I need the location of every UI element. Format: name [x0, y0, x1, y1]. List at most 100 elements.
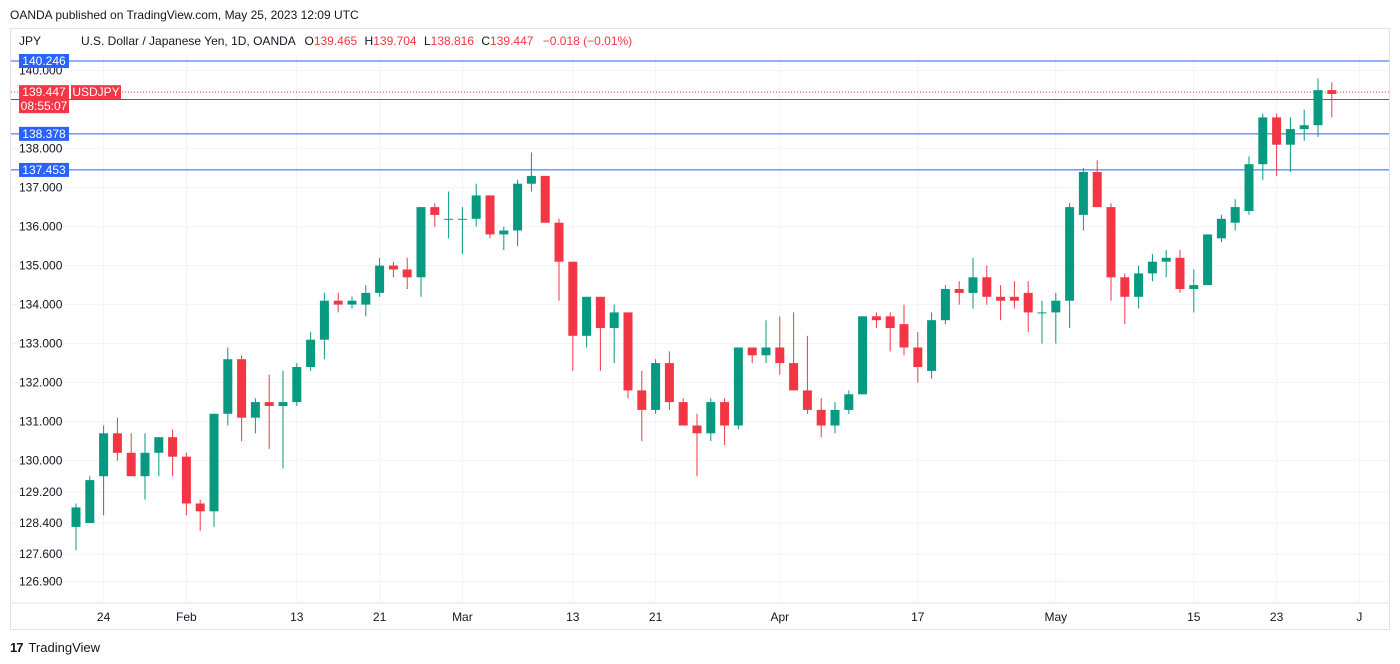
candle[interactable]	[85, 476, 95, 523]
candle[interactable]	[761, 320, 771, 364]
candle[interactable]	[223, 347, 233, 426]
candle[interactable]	[402, 257, 412, 289]
candle[interactable]	[126, 433, 136, 477]
candle[interactable]	[209, 413, 219, 527]
candle[interactable]	[692, 413, 702, 477]
candle[interactable]	[789, 312, 799, 391]
candle[interactable]	[582, 296, 592, 348]
candle[interactable]	[361, 285, 371, 317]
candle[interactable]	[1037, 300, 1047, 344]
candle[interactable]	[637, 370, 647, 442]
candle[interactable]	[306, 331, 316, 371]
candle[interactable]	[347, 296, 357, 309]
candle[interactable]	[1258, 113, 1268, 180]
candle[interactable]	[871, 312, 881, 328]
candle[interactable]	[1134, 265, 1144, 309]
candle[interactable]	[430, 203, 440, 227]
candle[interactable]	[1161, 250, 1171, 278]
candle[interactable]	[526, 152, 536, 192]
candle[interactable]	[278, 370, 288, 469]
candle[interactable]	[1272, 113, 1282, 176]
level-price-tag[interactable]: 137.453	[19, 162, 69, 177]
candle[interactable]	[899, 304, 909, 356]
candle[interactable]	[471, 183, 481, 227]
candle[interactable]	[319, 292, 329, 360]
candle[interactable]	[375, 257, 385, 297]
candle[interactable]	[816, 398, 826, 438]
candle[interactable]	[844, 390, 854, 414]
candle[interactable]	[264, 374, 274, 449]
candle[interactable]	[927, 312, 937, 379]
candle[interactable]	[416, 207, 426, 297]
level-price-tag[interactable]: 138.378	[19, 126, 69, 141]
candle[interactable]	[388, 261, 398, 278]
chart-panel[interactable]: 126.900 127.600 128.400 129.200 130.000 131.0…	[10, 28, 1390, 630]
candle[interactable]	[1078, 168, 1088, 231]
candle[interactable]	[1023, 281, 1033, 332]
candle[interactable]	[982, 265, 992, 305]
candle[interactable]	[720, 398, 730, 445]
candle[interactable]	[457, 207, 467, 254]
candle[interactable]	[595, 296, 605, 371]
candle[interactable]	[237, 355, 247, 442]
candle[interactable]	[554, 218, 564, 301]
candle[interactable]	[1285, 117, 1295, 172]
candle[interactable]	[775, 316, 785, 375]
candle-body	[1313, 90, 1323, 126]
candle[interactable]	[1189, 269, 1199, 313]
candle[interactable]	[1203, 234, 1213, 286]
candle[interactable]	[540, 175, 550, 223]
candle[interactable]	[968, 257, 978, 309]
candle[interactable]	[1327, 82, 1337, 118]
candle[interactable]	[1313, 78, 1323, 137]
level-price-tag[interactable]: 140.246	[19, 54, 69, 69]
candle[interactable]	[678, 398, 688, 426]
candle[interactable]	[858, 316, 868, 395]
candle[interactable]	[444, 191, 454, 239]
candle[interactable]	[651, 359, 661, 414]
candle[interactable]	[71, 503, 81, 551]
candle[interactable]	[913, 331, 923, 383]
candle[interactable]	[1009, 281, 1019, 309]
candle[interactable]	[1051, 292, 1061, 344]
candle[interactable]	[333, 292, 343, 313]
candle[interactable]	[706, 398, 716, 442]
candle[interactable]	[99, 425, 109, 516]
tradingview-brand[interactable]: TradingView	[28, 640, 101, 655]
candle-body	[513, 183, 523, 231]
candle[interactable]	[112, 417, 122, 461]
candle[interactable]	[1147, 253, 1157, 282]
candlestick-chart[interactable]: 126.900 127.600 128.400 129.200 130.000 131.0…	[11, 29, 1389, 629]
candle[interactable]	[954, 281, 964, 305]
candle[interactable]	[1244, 156, 1254, 215]
candle[interactable]	[609, 304, 619, 364]
candle[interactable]	[1065, 203, 1075, 328]
candle[interactable]	[568, 261, 578, 371]
candle[interactable]	[181, 452, 191, 516]
candle[interactable]	[733, 347, 743, 430]
candle[interactable]	[1216, 214, 1226, 243]
candle[interactable]	[140, 433, 150, 500]
candle[interactable]	[1106, 203, 1116, 301]
candle[interactable]	[499, 226, 509, 250]
candle[interactable]	[623, 312, 633, 399]
candle[interactable]	[1299, 109, 1309, 141]
candle[interactable]	[747, 347, 757, 364]
candle[interactable]	[154, 437, 164, 477]
candle[interactable]	[830, 402, 840, 434]
candle[interactable]	[168, 429, 178, 477]
candle[interactable]	[940, 285, 950, 325]
candle[interactable]	[292, 363, 302, 406]
candle[interactable]	[485, 195, 495, 239]
candle[interactable]	[1120, 273, 1130, 325]
candle[interactable]	[250, 398, 260, 434]
candle[interactable]	[1092, 160, 1102, 208]
candle[interactable]	[195, 499, 205, 531]
candle[interactable]	[1230, 199, 1240, 231]
candle[interactable]	[1175, 250, 1185, 293]
candle[interactable]	[664, 351, 674, 410]
candle[interactable]	[885, 312, 895, 352]
candle[interactable]	[996, 285, 1006, 321]
candle[interactable]	[802, 335, 812, 414]
candle[interactable]	[513, 179, 523, 247]
